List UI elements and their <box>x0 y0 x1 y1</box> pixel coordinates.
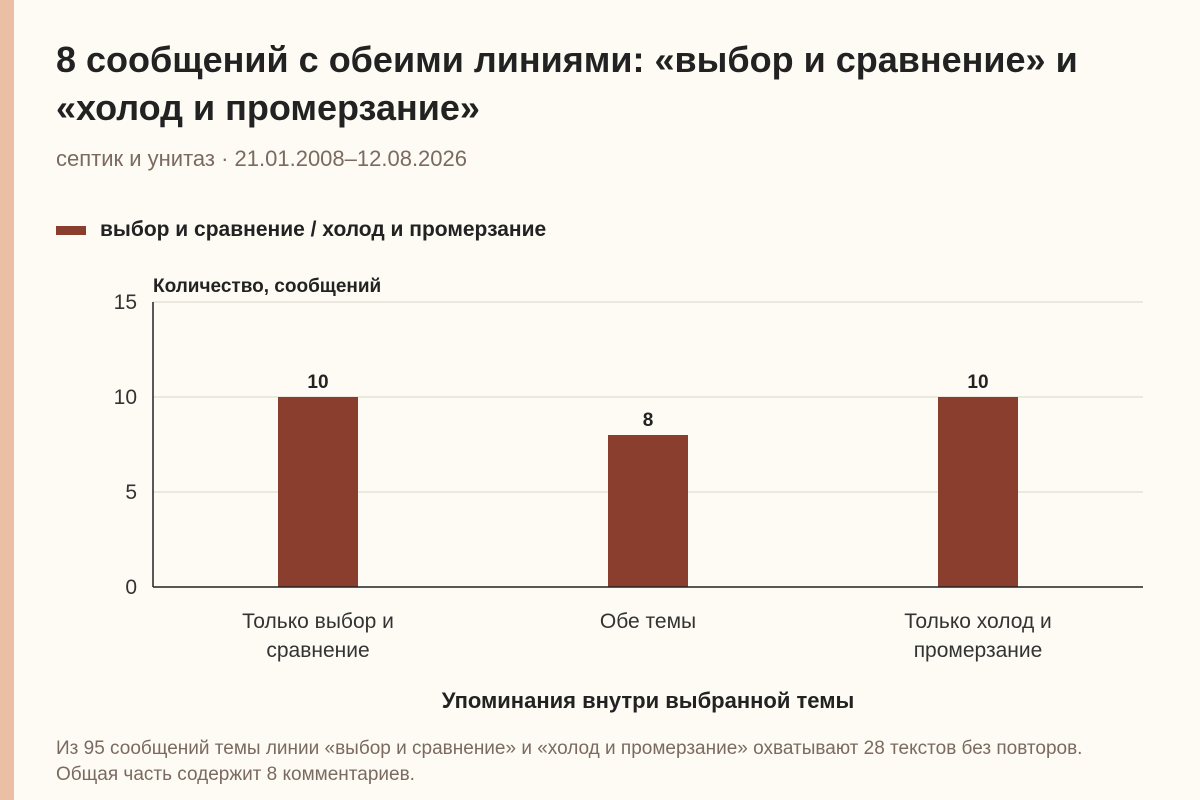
y-tick-label: 0 <box>125 576 137 599</box>
y-tick-label: 10 <box>114 386 137 409</box>
chart-subtitle: септик и унитаз · 21.01.2008–12.08.2026 <box>56 146 467 171</box>
y-tick-label: 5 <box>125 481 137 504</box>
data-label: 10 <box>967 372 988 393</box>
bars <box>278 397 1018 587</box>
x-tick-label: сравнение <box>266 639 369 662</box>
y-tick-label: 15 <box>114 291 137 314</box>
x-axis-label: Упоминания внутри выбранной темы <box>442 688 855 713</box>
data-label: 8 <box>643 410 654 431</box>
bar <box>608 435 688 587</box>
data-label: 10 <box>307 372 328 393</box>
legend: выбор и сравнение / холод и промерзание <box>56 218 546 242</box>
y-axis-label: Количество, сообщений <box>153 276 381 297</box>
chart-title: 8 сообщений с обеими линиями: «выбор и с… <box>56 39 1078 128</box>
labels: 0 5 10 15 10 Только выбор и сравнение 8 Обе темы… <box>114 291 1052 662</box>
x-tick-label: Обе темы <box>600 610 696 633</box>
bar-chart: Количество, сообщений 0 5 10 15 10 Только выб… <box>114 276 1143 713</box>
x-tick-label: промерзание <box>914 639 1043 662</box>
legend-swatch <box>56 225 86 235</box>
legend-label: выбор и сравнение / холод и промерзание <box>100 218 547 241</box>
x-tick-label: Только холод и <box>904 610 1052 633</box>
bar <box>278 397 358 587</box>
accent-strip <box>0 0 14 800</box>
bar <box>938 397 1018 587</box>
x-tick-label: Только выбор и <box>242 610 394 633</box>
footnote: Из 95 сообщений темы линии «выбор и срав… <box>56 738 1083 785</box>
axes <box>152 302 1143 588</box>
